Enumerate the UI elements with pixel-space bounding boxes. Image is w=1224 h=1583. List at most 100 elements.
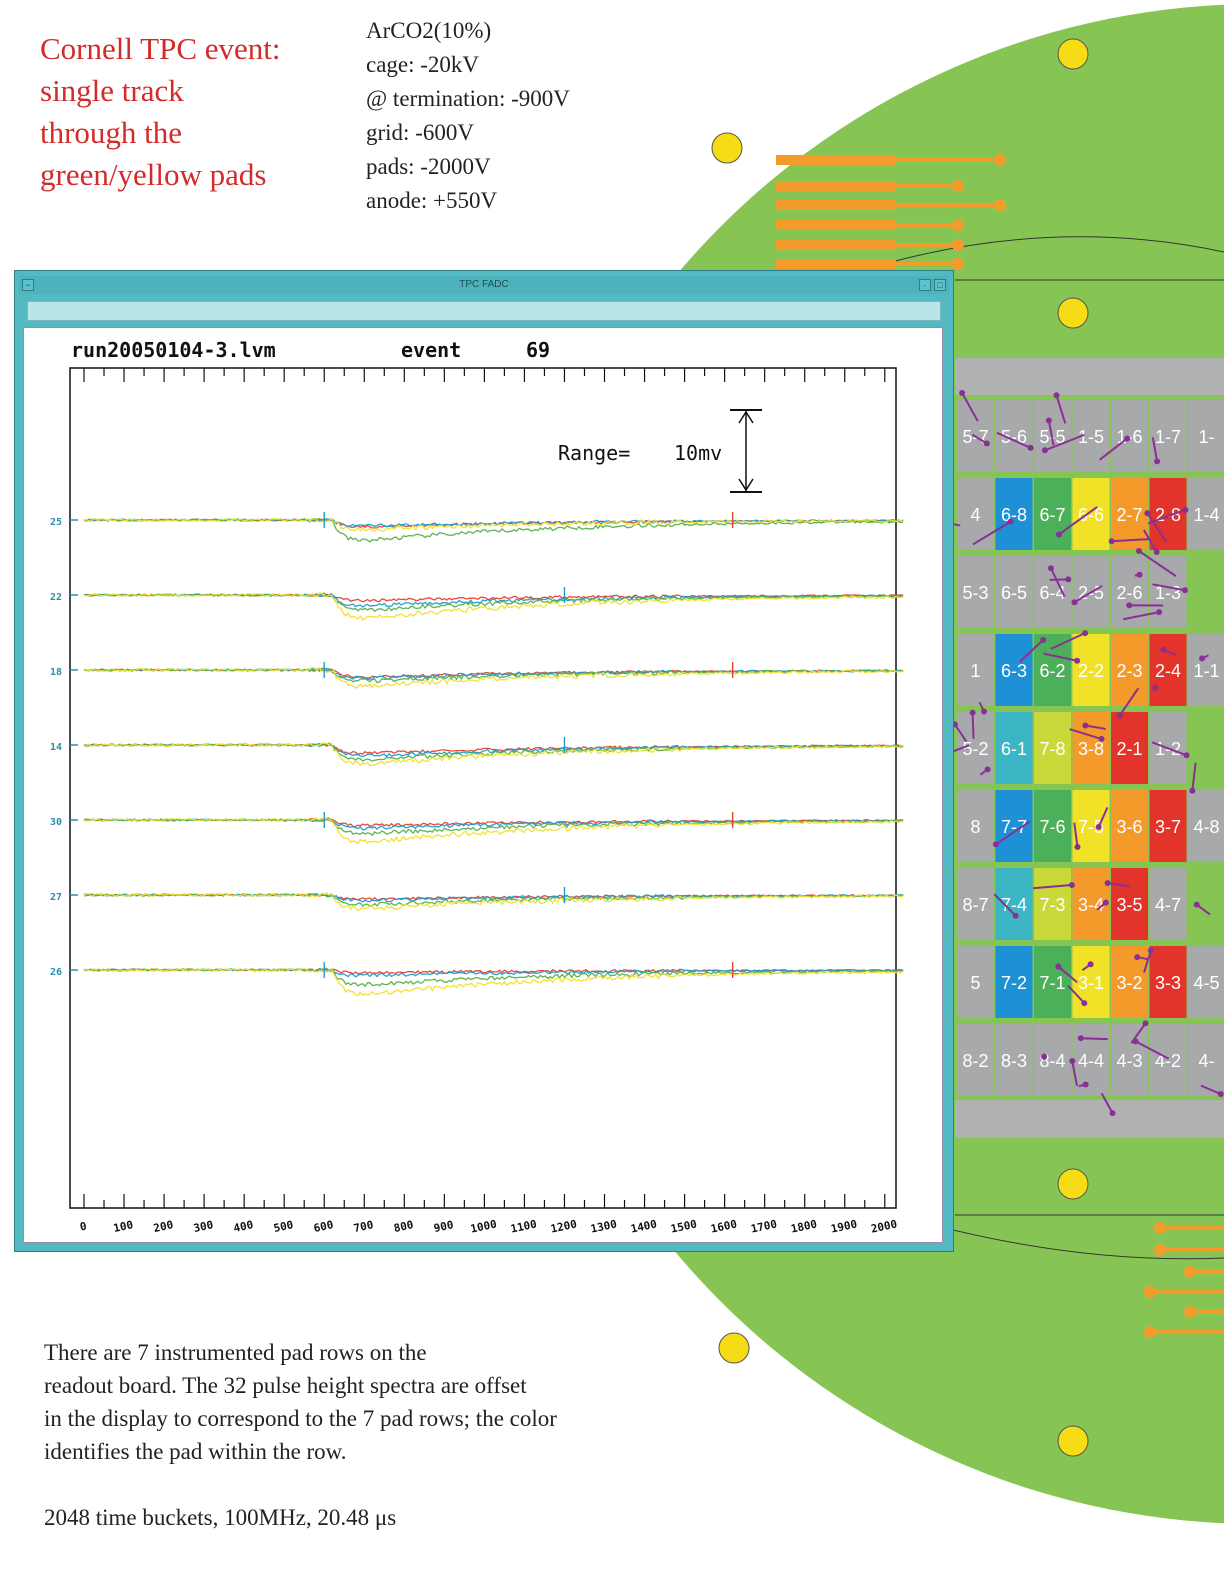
connector-pad: [1184, 1306, 1196, 1318]
x-tick-label: 1200: [549, 1217, 578, 1235]
row-offset-label: 18: [50, 667, 62, 678]
wire-trace: [1123, 611, 1160, 621]
range-label: Range=: [558, 441, 630, 465]
pad-label: 2-1: [1116, 739, 1142, 759]
pad-cell: [957, 556, 994, 628]
mounting-hole: [1057, 38, 1089, 70]
pad-label: 1-: [1198, 427, 1214, 447]
window-title: TPC FADC: [459, 279, 509, 290]
pad-label: 5-2: [962, 739, 988, 759]
pad-label: 7-3: [1039, 895, 1065, 915]
wire-via: [1160, 646, 1167, 653]
wire-via: [1041, 1053, 1048, 1060]
mounting-hole: [1057, 297, 1089, 329]
connector-trace: [776, 155, 896, 165]
window-titlebar[interactable]: − TPC FADC · □: [19, 276, 949, 294]
plot-frame: [69, 367, 897, 1209]
pad-cell: [1072, 478, 1110, 550]
wire-trace: [1074, 584, 1103, 604]
wire-trace: [1107, 882, 1130, 888]
wire-trace: [1069, 728, 1102, 740]
minimize-button[interactable]: ·: [919, 279, 931, 291]
pad-cell: [1188, 400, 1224, 472]
pad-label: 3-4: [1078, 895, 1104, 915]
wire-via: [1047, 565, 1054, 572]
pad-label: 2-6: [1116, 583, 1142, 603]
x-tick-label: 900: [433, 1218, 455, 1235]
pad-label: 2-8: [1155, 505, 1181, 525]
wire-via: [959, 389, 966, 396]
pad-cell: [995, 556, 1033, 628]
pad-label: 4-3: [1116, 1051, 1142, 1071]
pad-label: 6-7: [1039, 505, 1065, 525]
wire-via: [1116, 712, 1123, 719]
board-edge-line: [869, 236, 1224, 269]
connector-pad: [994, 199, 1006, 211]
pulse-trace: [83, 517, 904, 533]
pad-cell: [1111, 478, 1148, 550]
pad-cell: [957, 868, 994, 940]
row-offset-label: 30: [50, 817, 62, 828]
wire-via: [1135, 548, 1142, 555]
x-tick-label: 1700: [750, 1217, 779, 1235]
window-toolbar[interactable]: [27, 301, 941, 321]
pad-label: 1: [970, 661, 980, 681]
mounting-hole: [718, 1332, 750, 1364]
setting-line: ArCO2(10%): [366, 18, 492, 43]
wire-trace: [1047, 420, 1055, 446]
pad-cell: [1034, 790, 1071, 862]
pad-cell: [1149, 790, 1187, 862]
x-tick-label: 100: [112, 1218, 134, 1235]
pad-label: 4-5: [1193, 973, 1219, 993]
x-tick-label: 1600: [710, 1217, 739, 1235]
fadc-plot: run20050104-3.lvm event 69 Range= 10mv 0…: [50, 338, 904, 1236]
wire-trace: [1151, 741, 1187, 757]
pad-cell: [995, 634, 1033, 706]
wire-via: [1136, 571, 1143, 578]
wire-via: [1082, 722, 1089, 729]
pad-label: 3-1: [1078, 973, 1104, 993]
pulse-trace: [83, 741, 904, 767]
event-number: 69: [526, 338, 550, 362]
window-menu-button[interactable]: −: [22, 279, 34, 291]
pad-label: 7-8: [1039, 739, 1065, 759]
wire-via: [1041, 447, 1048, 454]
setting-line: pads: -2000V: [366, 154, 491, 179]
connector-pad: [1144, 1286, 1156, 1298]
connector-pad: [952, 219, 964, 231]
wire-trace: [1118, 687, 1140, 717]
wire-via: [1082, 630, 1089, 637]
wire-trace: [1146, 512, 1168, 543]
wire-trace: [972, 520, 1012, 546]
wire-via: [1108, 538, 1115, 545]
wire-via: [1144, 510, 1151, 517]
event-label: event: [401, 338, 461, 362]
x-tick-label: 300: [192, 1218, 214, 1235]
wire-trace: [1073, 822, 1079, 848]
maximize-button[interactable]: □: [934, 279, 946, 291]
pad-label: 7-7: [1001, 817, 1027, 837]
connector-trace: [776, 200, 896, 210]
wire-via: [1068, 881, 1075, 888]
connector-trace: [776, 240, 896, 250]
mounting-hole: [1057, 1425, 1089, 1457]
pad-cell: [1111, 400, 1148, 472]
pad-cell: [995, 868, 1033, 940]
title-line: through the: [40, 115, 183, 150]
wire-trace: [1071, 1060, 1078, 1087]
pad-label: 5: [970, 973, 980, 993]
pad-cell: [957, 946, 994, 1018]
wire-trace: [1191, 762, 1197, 791]
row-offset-label: 22: [50, 592, 62, 603]
wire-via: [1071, 599, 1078, 606]
mounting-hole: [711, 132, 743, 164]
wire-via: [1126, 602, 1133, 609]
pulse-trace: [83, 517, 904, 543]
pad-label: 6-2: [1039, 661, 1065, 681]
pad-label: 7-5: [1078, 817, 1104, 837]
wire-via: [1074, 843, 1081, 850]
voltage-settings: ArCO2(10%) cage: -20kV @ termination: -9…: [366, 14, 570, 218]
setting-line: @ termination: -900V: [366, 86, 570, 111]
pad-cell: [1072, 400, 1110, 472]
pad-label: 3-6: [1116, 817, 1142, 837]
